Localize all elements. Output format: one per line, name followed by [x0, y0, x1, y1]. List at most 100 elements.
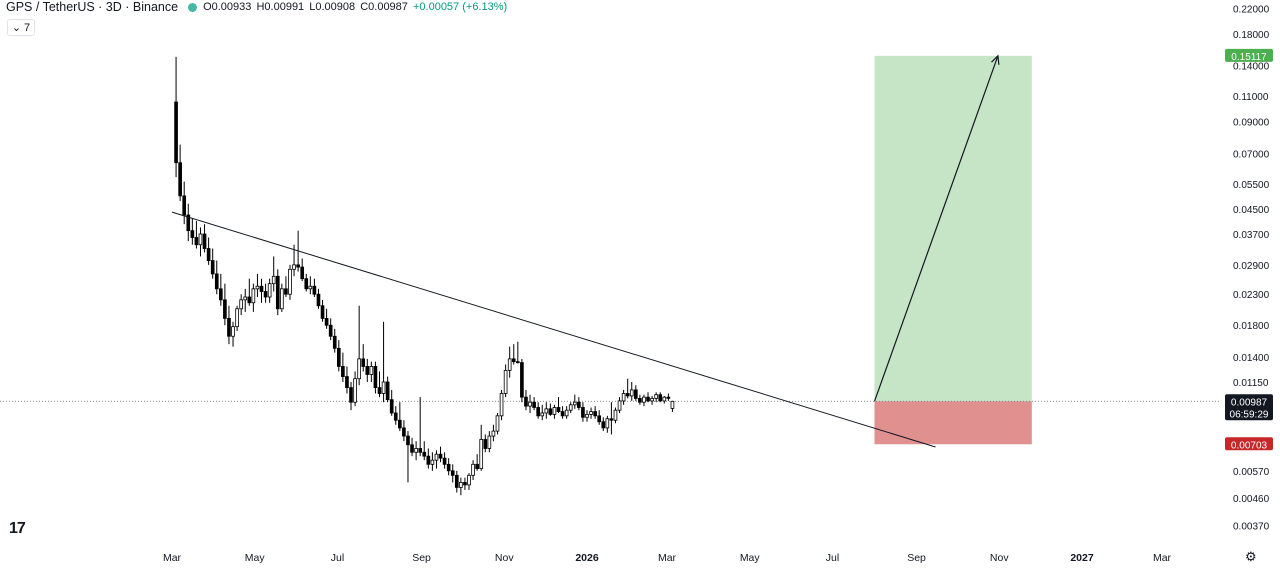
candle-body	[308, 285, 313, 290]
candle-body	[568, 404, 573, 411]
candle-body	[210, 260, 215, 275]
candle-body	[560, 411, 565, 417]
candle	[548, 403, 553, 416]
candle	[524, 389, 528, 411]
candle-body	[524, 396, 528, 407]
candle-body	[564, 409, 569, 417]
candle	[621, 389, 626, 405]
candle	[377, 371, 382, 398]
chevron-down-icon: ⌄	[11, 22, 22, 34]
candle-body	[621, 393, 626, 402]
candle	[528, 394, 532, 413]
candle-body	[324, 317, 329, 326]
candle	[536, 402, 540, 419]
tradingview-logo-icon[interactable]: 17	[9, 520, 26, 537]
candle	[218, 273, 223, 306]
price-axis-label: 0.01800	[1233, 321, 1270, 332]
candle-body	[544, 408, 549, 414]
candle	[186, 203, 191, 242]
arrow-head	[991, 54, 1000, 65]
candle	[589, 407, 593, 419]
candle	[572, 394, 577, 409]
candle	[564, 406, 569, 419]
candle	[422, 441, 427, 461]
price-axis-label: 0.11000	[1233, 92, 1269, 103]
candle-body	[198, 233, 203, 246]
candle	[487, 431, 492, 453]
candle-body	[223, 299, 227, 319]
candle-body	[296, 264, 300, 268]
candle	[398, 402, 402, 432]
stop-price-tag-text: 0.00703	[1231, 440, 1268, 451]
candle	[235, 305, 239, 331]
candle-body	[239, 299, 243, 310]
candle-body	[422, 451, 427, 457]
candle-body	[332, 335, 337, 349]
candle	[300, 258, 305, 282]
price-axis-label: 0.00370	[1233, 522, 1270, 533]
candle-body	[581, 407, 585, 418]
candle	[585, 410, 589, 422]
gear-icon[interactable]: ⚙	[1245, 549, 1257, 564]
high-value: H0.00991	[256, 1, 305, 13]
candle	[280, 283, 284, 312]
candle-body	[369, 366, 374, 375]
candle	[507, 346, 512, 378]
time-axis-label: Jul	[331, 552, 344, 564]
candle	[625, 378, 630, 399]
candle-body	[402, 427, 406, 437]
open-value: O0.00933	[203, 1, 252, 13]
candle-body	[206, 248, 211, 261]
candle	[601, 417, 606, 432]
candle-body	[670, 400, 675, 409]
price-axis-label: 0.01150	[1233, 378, 1269, 389]
candle	[353, 371, 357, 407]
price-axis-label: 0.03700	[1233, 230, 1270, 241]
candle-body	[178, 162, 182, 197]
candle	[491, 424, 496, 442]
candle-body	[536, 407, 540, 417]
price-axis-label: 0.09000	[1233, 118, 1270, 129]
descending-trendline	[171, 211, 936, 448]
candle-body	[414, 448, 418, 453]
stop-price-tag: 0.00703	[1225, 437, 1273, 451]
candle-body	[284, 288, 288, 295]
position-zones	[874, 55, 1032, 445]
candle	[243, 288, 248, 312]
candle-body	[389, 399, 394, 414]
candle	[658, 392, 663, 403]
candle	[495, 412, 500, 435]
price-axis-label: 0.22000	[1233, 4, 1270, 15]
candle-body	[434, 453, 439, 461]
candle-body	[532, 401, 536, 408]
candle-body	[654, 394, 658, 399]
candle	[670, 400, 675, 412]
change-value: +0.00057 (+6.13%)	[412, 1, 508, 13]
candle	[406, 431, 410, 483]
candle	[231, 321, 235, 347]
candle	[304, 273, 309, 292]
candle-body	[280, 288, 284, 310]
indicators-toggle-button[interactable]: ⌄ 7	[7, 19, 35, 36]
candle	[267, 278, 272, 303]
candle-body	[174, 101, 178, 164]
candles-layer	[174, 56, 675, 496]
candle	[369, 361, 374, 382]
candle	[516, 341, 520, 364]
candle-body	[605, 418, 610, 429]
candle	[605, 415, 610, 433]
candle	[581, 402, 585, 422]
candle-body	[288, 268, 292, 295]
candle-body	[336, 347, 341, 367]
candle	[483, 434, 488, 453]
candle	[182, 181, 187, 225]
candle	[223, 283, 227, 326]
candle	[345, 366, 349, 394]
candle-body	[454, 474, 459, 488]
candle-body	[658, 394, 663, 402]
symbol-title[interactable]: GPS / TetherUS · 3D · Binance	[6, 0, 179, 14]
candle	[638, 394, 642, 405]
candle-body	[300, 266, 305, 280]
